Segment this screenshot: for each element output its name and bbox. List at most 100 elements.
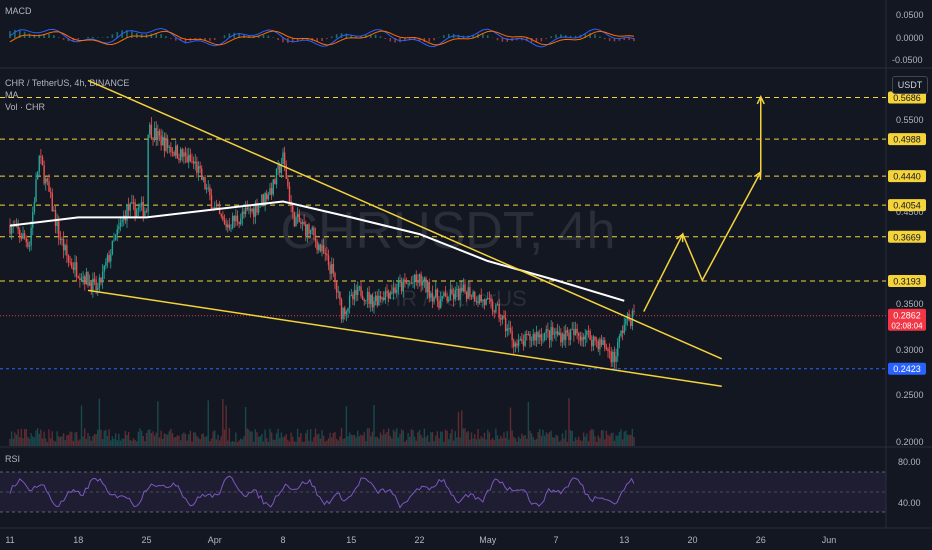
candle-body [132,202,135,204]
macd-histogram-bar [326,38,328,40]
candle-body [488,297,491,299]
macd-histogram-bar [96,37,99,38]
volume-bar [436,431,439,446]
volume-bar [240,438,242,446]
candle-body [565,330,567,340]
candle-body [176,145,179,159]
volume-bar [92,435,94,446]
candle-body [98,277,101,288]
volume-bar [545,432,547,446]
volume-bar [558,441,560,446]
macd-histogram-bar [72,38,75,42]
candle-body [17,224,19,230]
candle-body [371,295,374,308]
volume-bar [201,434,203,446]
candle-body [173,152,175,156]
volume-bar [103,430,105,446]
candle-body [397,282,400,290]
candle-body [53,209,55,212]
candle-body [490,298,492,302]
volume-bar [179,440,182,446]
time-axis: 11 18 25 Apr 8 15 22 May 7 13 20 26 Jun [5,535,836,545]
candle-body [58,221,60,239]
volume-bar [111,436,114,446]
macd-histogram-bar [111,34,114,38]
volume-bar [438,438,440,446]
candle-body [97,287,99,291]
volume-bar [405,440,408,446]
candle-body [19,229,21,237]
candle-body [90,282,92,292]
macd-histogram-bar [48,34,50,38]
candle-body [444,292,447,297]
macd-tick-1: 0.0500 [896,10,924,20]
macd-histogram-bar [43,34,45,38]
volume-bar [461,410,463,446]
volume-bar [223,429,226,446]
volume-bar [118,433,120,446]
volume-bar [361,435,364,446]
candle-body [210,195,213,210]
volume-bar [498,438,500,446]
volume-bar [561,433,564,446]
candle-body [426,281,429,293]
volume-bar [98,398,101,446]
volume-bar [51,431,53,446]
volume-bar [340,428,343,446]
trendline-lower [87,289,722,387]
volume-bar [303,441,305,446]
candle-body [508,328,510,329]
volume-bar [324,441,326,446]
candle-body [504,317,507,332]
volume-bar [184,433,187,446]
volume-bar [448,439,450,446]
candle-body [181,149,183,157]
volume-bar [446,430,448,446]
candle-body [579,335,582,341]
volume-bar [571,431,573,446]
volume-bar [126,434,128,446]
candle-body [566,330,569,333]
trendline-upper [87,79,723,360]
volume-bar [331,437,333,446]
volume-bar [134,440,136,446]
volume-bar [62,433,65,446]
candle-body [595,340,598,342]
volume-bar [532,437,534,446]
candle-body [589,330,591,341]
macd-histogram-bar [535,38,538,43]
volume-bar [140,430,143,446]
volume-bar [80,405,83,446]
macd-histogram-bar [589,33,591,38]
volume-bar [173,437,175,446]
volume-bar [285,434,287,446]
macd-histogram-bar [423,38,426,42]
candle-body [431,293,434,302]
volume-bar [363,432,365,446]
candle-body [256,204,258,213]
candle-body [491,301,494,312]
candle-body [376,295,378,305]
volume-bar [114,433,117,446]
volume-bar [72,440,75,446]
candle-body [534,333,536,341]
currency-unit-button[interactable]: USDT [892,76,928,94]
volume-bar [275,433,278,446]
volume-bar [241,439,244,446]
candle-body [524,334,526,346]
candle-body [392,287,395,294]
volume-bar [153,435,156,446]
volume-bar [246,428,248,446]
macd-histogram-bar [384,38,387,39]
macd-line [9,27,635,48]
candle-body [147,134,149,212]
volume-bar [17,429,19,446]
candle-body [155,128,157,140]
candle-body [305,224,307,236]
volume-bar [465,432,468,446]
candle-body [621,330,624,333]
macd-histogram-bar [316,38,318,42]
macd-histogram-bar [594,34,596,38]
volume-bar [181,433,183,446]
